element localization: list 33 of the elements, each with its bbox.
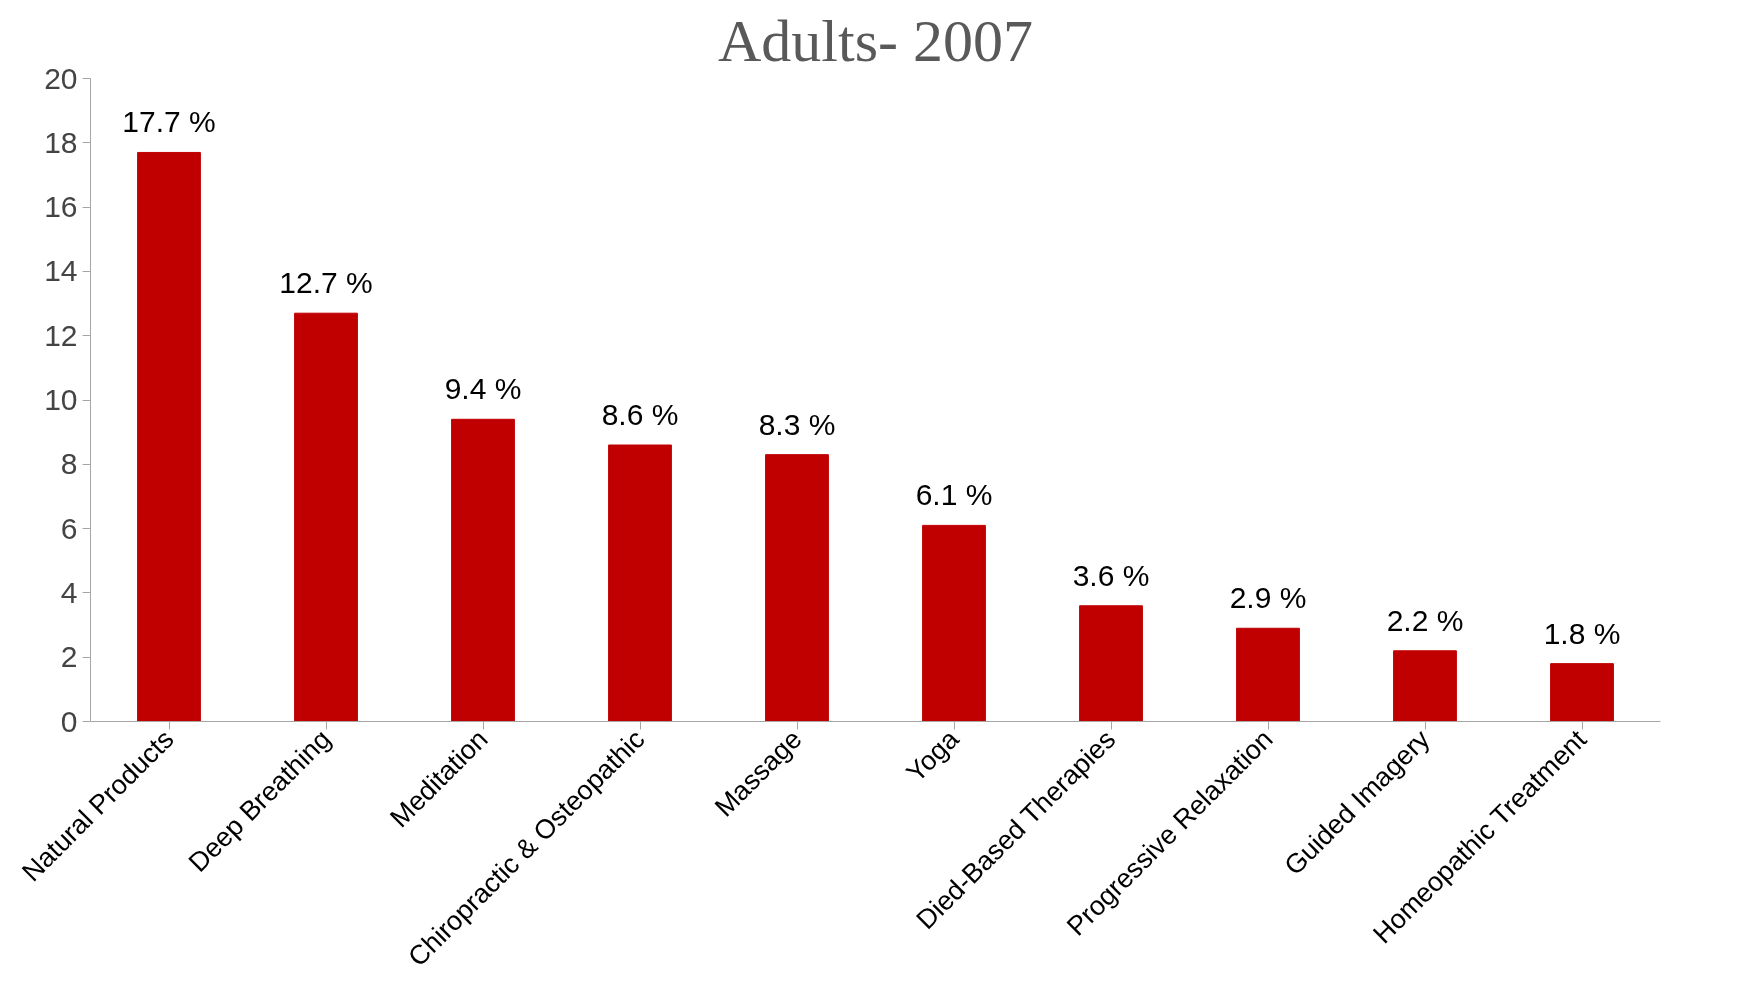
y-tick-label: 18 [44,125,78,159]
data-label: 9.4 % [444,372,522,406]
bar [1550,663,1614,722]
bar [765,454,829,722]
data-label: 2.9 % [1229,581,1307,615]
data-label: 1.8 % [1543,616,1621,650]
y-tick-label: 14 [44,254,78,288]
data-label: 12.7 % [279,266,373,300]
y-tick-label: 8 [60,447,78,481]
data-label: 3.6 % [1072,558,1150,592]
y-tick-label: 10 [44,383,78,416]
bar [294,312,358,722]
y-tick-label: 2 [60,640,78,674]
bar [1079,605,1143,722]
y-tick-label: 0 [60,704,78,738]
data-label: 8.6 % [601,398,679,432]
data-label: 6.1 % [915,478,993,512]
bar [922,524,986,722]
y-tick-label: 16 [44,190,78,224]
y-tick-label: 12 [44,318,78,352]
bar [1236,627,1300,722]
data-label: 2.2 % [1386,603,1464,637]
bar [137,151,201,722]
bar [1393,650,1457,722]
data-label: 8.3 % [758,407,836,441]
y-tick-label: 4 [60,575,78,609]
y-tick-label: 20 [44,61,78,95]
chart-title: Adults- 2007 [718,7,1033,74]
bar [608,444,672,722]
data-label: 17.7 % [122,105,216,139]
bar [451,418,515,722]
y-tick-label: 6 [60,511,78,545]
x-tick-label: Yoga [900,723,966,788]
